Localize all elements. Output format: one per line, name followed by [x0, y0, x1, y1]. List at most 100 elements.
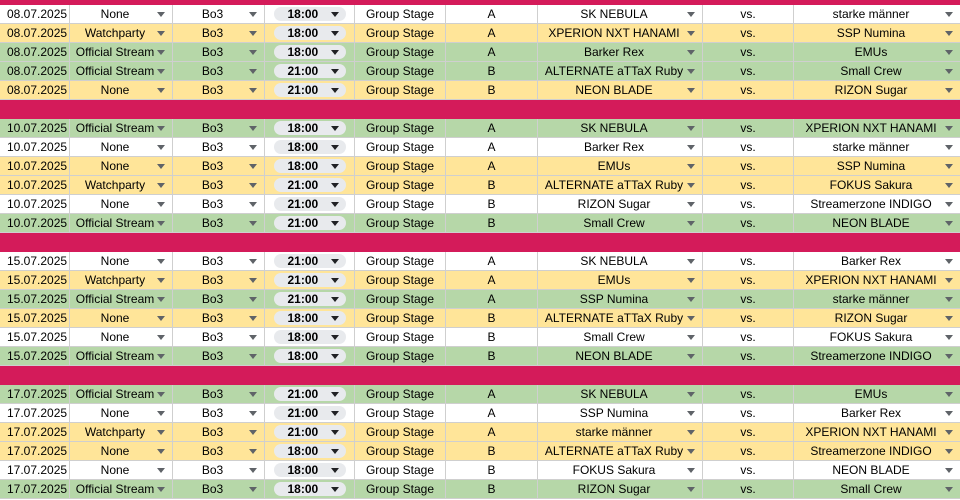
dropdown-arrow-icon[interactable] — [945, 202, 953, 207]
time-select[interactable]: 18:00 — [265, 309, 355, 327]
dropdown-arrow-icon[interactable] — [687, 50, 695, 55]
group-cell[interactable]: B — [446, 62, 538, 80]
dropdown-arrow-icon[interactable] — [249, 335, 257, 340]
dropdown-arrow-icon[interactable] — [330, 69, 339, 74]
date-cell[interactable]: 15.07.2025 — [0, 328, 70, 346]
stage-cell[interactable]: Group Stage — [355, 385, 446, 403]
group-cell[interactable]: A — [446, 24, 538, 42]
dropdown-arrow-icon[interactable] — [249, 411, 257, 416]
team1-select[interactable]: Small Crew — [538, 214, 703, 232]
dropdown-arrow-icon[interactable] — [330, 449, 339, 454]
vs-cell[interactable]: vs. — [703, 176, 794, 194]
team1-select[interactable]: SK NEBULA — [538, 252, 703, 270]
dropdown-arrow-icon[interactable] — [945, 12, 953, 17]
time-chip[interactable]: 18:00 — [273, 330, 346, 344]
team1-select[interactable]: FOKUS Sakura — [538, 461, 703, 479]
dropdown-arrow-icon[interactable] — [330, 278, 339, 283]
dropdown-arrow-icon[interactable] — [330, 335, 339, 340]
team2-select[interactable]: NEON BLADE — [794, 214, 960, 232]
time-chip[interactable]: 21:00 — [273, 254, 346, 268]
stream-select[interactable]: None — [70, 461, 173, 479]
dropdown-arrow-icon[interactable] — [330, 145, 339, 150]
vs-cell[interactable]: vs. — [703, 404, 794, 422]
dropdown-arrow-icon[interactable] — [687, 449, 695, 454]
format-select[interactable]: Bo3 — [173, 214, 265, 232]
vs-cell[interactable]: vs. — [703, 461, 794, 479]
dropdown-arrow-icon[interactable] — [945, 392, 953, 397]
time-select[interactable]: 21:00 — [265, 385, 355, 403]
dropdown-arrow-icon[interactable] — [157, 88, 165, 93]
vs-cell[interactable]: vs. — [703, 214, 794, 232]
team2-select[interactable]: FOKUS Sakura — [794, 328, 960, 346]
time-select[interactable]: 18:00 — [265, 138, 355, 156]
time-select[interactable]: 21:00 — [265, 271, 355, 289]
stage-cell[interactable]: Group Stage — [355, 404, 446, 422]
group-cell[interactable]: B — [446, 195, 538, 213]
format-select[interactable]: Bo3 — [173, 290, 265, 308]
stream-select[interactable]: Official Stream — [70, 480, 173, 498]
team1-select[interactable]: RIZON Sugar — [538, 480, 703, 498]
dropdown-arrow-icon[interactable] — [249, 164, 257, 169]
time-chip[interactable]: 18:00 — [273, 26, 346, 40]
group-cell[interactable]: B — [446, 328, 538, 346]
dropdown-arrow-icon[interactable] — [945, 487, 953, 492]
vs-cell[interactable]: vs. — [703, 157, 794, 175]
team2-select[interactable]: Small Crew — [794, 480, 960, 498]
stream-select[interactable]: Official Stream — [70, 214, 173, 232]
stream-select[interactable]: Official Stream — [70, 290, 173, 308]
dropdown-arrow-icon[interactable] — [157, 183, 165, 188]
dropdown-arrow-icon[interactable] — [945, 145, 953, 150]
date-cell[interactable]: 17.07.2025 — [0, 423, 70, 441]
dropdown-arrow-icon[interactable] — [330, 183, 339, 188]
dropdown-arrow-icon[interactable] — [249, 316, 257, 321]
dropdown-arrow-icon[interactable] — [249, 88, 257, 93]
dropdown-arrow-icon[interactable] — [157, 297, 165, 302]
group-cell[interactable]: A — [446, 404, 538, 422]
stream-select[interactable]: Watchparty — [70, 24, 173, 42]
team2-select[interactable]: RIZON Sugar — [794, 81, 960, 99]
format-select[interactable]: Bo3 — [173, 62, 265, 80]
time-select[interactable]: 21:00 — [265, 81, 355, 99]
team1-select[interactable]: ALTERNATE aTTaX Ruby — [538, 176, 703, 194]
dropdown-arrow-icon[interactable] — [687, 335, 695, 340]
group-cell[interactable]: A — [446, 385, 538, 403]
vs-cell[interactable]: vs. — [703, 195, 794, 213]
dropdown-arrow-icon[interactable] — [945, 69, 953, 74]
dropdown-arrow-icon[interactable] — [249, 31, 257, 36]
dropdown-arrow-icon[interactable] — [249, 449, 257, 454]
stage-cell[interactable]: Group Stage — [355, 290, 446, 308]
team1-select[interactable]: NEON BLADE — [538, 81, 703, 99]
group-cell[interactable]: B — [446, 461, 538, 479]
dropdown-arrow-icon[interactable] — [330, 297, 339, 302]
date-cell[interactable]: 17.07.2025 — [0, 385, 70, 403]
time-select[interactable]: 18:00 — [265, 461, 355, 479]
format-select[interactable]: Bo3 — [173, 43, 265, 61]
dropdown-arrow-icon[interactable] — [945, 278, 953, 283]
team1-select[interactable]: ALTERNATE aTTaX Ruby — [538, 442, 703, 460]
dropdown-arrow-icon[interactable] — [249, 126, 257, 131]
format-select[interactable]: Bo3 — [173, 157, 265, 175]
stream-select[interactable]: None — [70, 138, 173, 156]
dropdown-arrow-icon[interactable] — [945, 411, 953, 416]
date-cell[interactable]: 10.07.2025 — [0, 138, 70, 156]
team1-select[interactable]: Barker Rex — [538, 43, 703, 61]
dropdown-arrow-icon[interactable] — [249, 69, 257, 74]
vs-cell[interactable]: vs. — [703, 252, 794, 270]
dropdown-arrow-icon[interactable] — [157, 50, 165, 55]
date-cell[interactable]: 10.07.2025 — [0, 214, 70, 232]
format-select[interactable]: Bo3 — [173, 442, 265, 460]
date-cell[interactable]: 17.07.2025 — [0, 461, 70, 479]
time-chip[interactable]: 18:00 — [273, 45, 346, 59]
time-chip[interactable]: 18:00 — [273, 140, 346, 154]
date-cell[interactable]: 10.07.2025 — [0, 195, 70, 213]
stage-cell[interactable]: Group Stage — [355, 271, 446, 289]
dropdown-arrow-icon[interactable] — [157, 411, 165, 416]
group-cell[interactable]: A — [446, 5, 538, 23]
dropdown-arrow-icon[interactable] — [330, 259, 339, 264]
time-chip[interactable]: 21:00 — [273, 197, 346, 211]
vs-cell[interactable]: vs. — [703, 43, 794, 61]
dropdown-arrow-icon[interactable] — [945, 316, 953, 321]
date-cell[interactable]: 08.07.2025 — [0, 24, 70, 42]
dropdown-arrow-icon[interactable] — [945, 31, 953, 36]
group-cell[interactable]: A — [446, 252, 538, 270]
